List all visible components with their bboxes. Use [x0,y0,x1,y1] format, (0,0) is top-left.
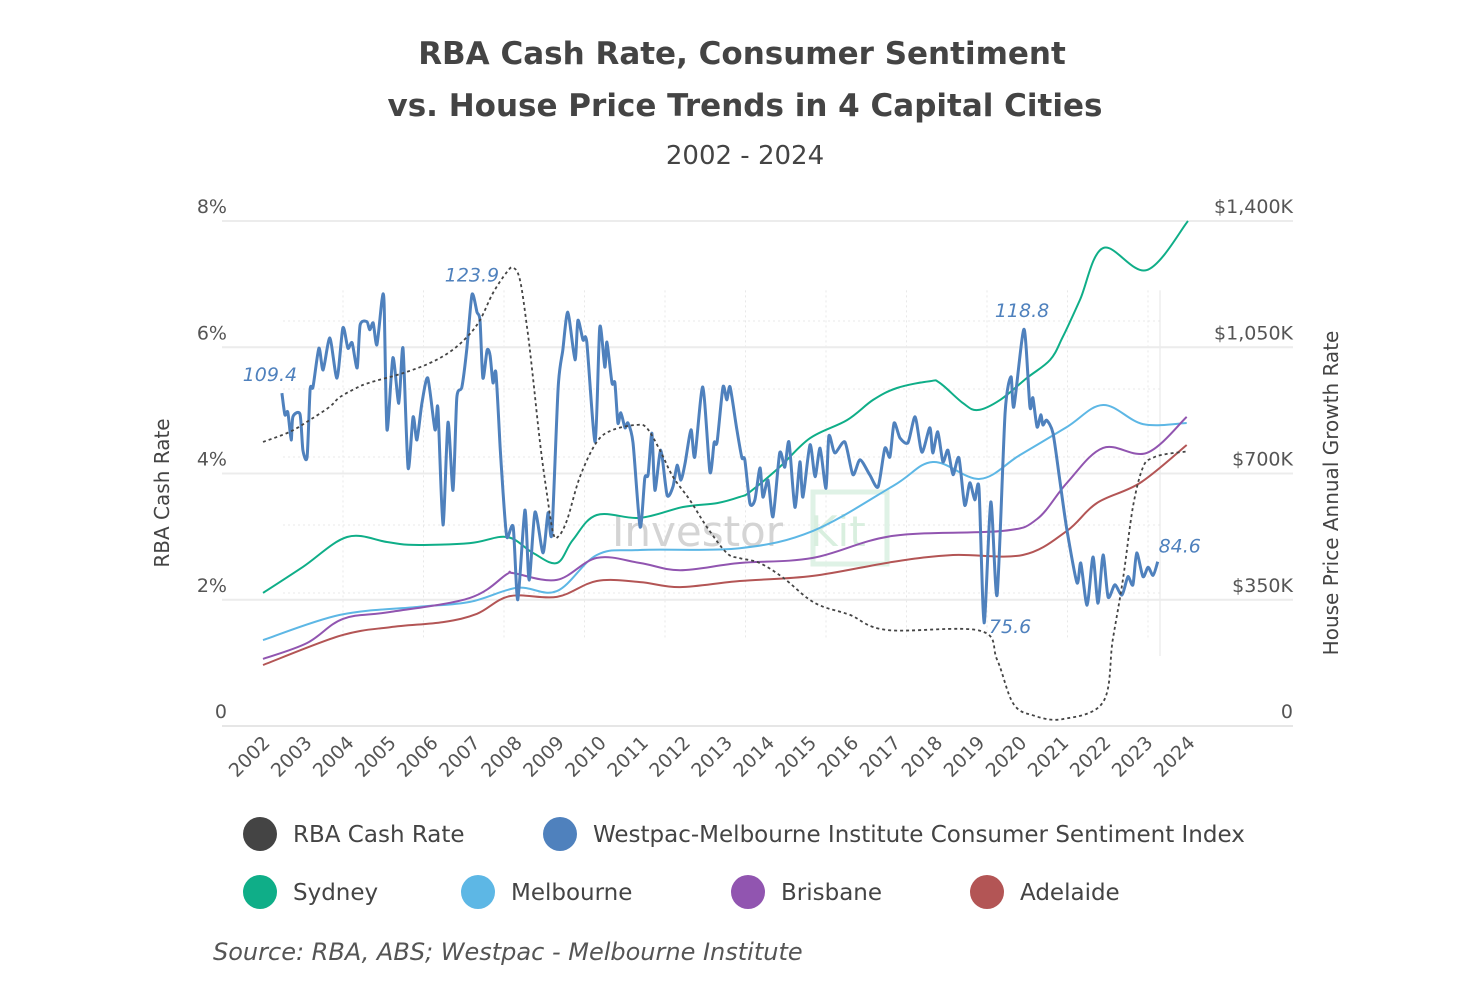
right-tick-label: $1,400K [1214,196,1293,218]
watermark-box [810,489,890,567]
legend-marker [461,875,495,909]
x-tick-label: 2012 [645,732,695,782]
right-axis-title: House Price Annual Growth Rate [1319,331,1343,656]
x-tick-label: 2018 [898,732,948,782]
chart-title-line-2: vs. House Price Trends in 4 Capital Citi… [388,88,1103,124]
legend-marker [243,817,277,851]
x-tick-label: 2006 [393,732,443,782]
annotation-label: 75.6 [989,616,1031,638]
legend-label: Melbourne [511,880,632,906]
legend-label: Adelaide [1020,880,1120,906]
right-axis-ticks: 0 $350K $700K $1,050K $1,400K [1214,196,1293,723]
x-tick-label: 2022 [1066,732,1116,782]
x-tick-label: 2007 [435,732,485,782]
series-line-rba-cash-rate [262,266,1189,721]
legend-marker [970,875,1004,909]
x-tick-label: 2024 [1150,732,1200,782]
x-tick-label: 2021 [1024,732,1074,782]
series-line-westpac-melbourne-institute-consumer-sentiment-index [280,292,1160,625]
left-tick-label: 6% [197,322,227,344]
left-axis-title: RBA Cash Rate [150,418,174,567]
x-tick-label: 2003 [267,732,317,782]
left-tick-label: 0 [215,701,227,723]
left-axis-ticks: 0 2% 4% 6% 8% [197,196,227,723]
left-tick-label: 2% [197,575,227,597]
legend-item-rba-cash-rate[interactable]: RBA Cash Rate [243,817,465,851]
x-tick-label: 2016 [813,732,863,782]
series-line-melbourne [262,403,1187,642]
legend-item-brisbane[interactable]: Brisbane [731,875,882,909]
legend-marker [543,817,577,851]
x-tick-label: 2023 [1108,732,1158,782]
annotation-label: 109.4 [243,364,297,386]
gridlines [222,220,1293,727]
legend-item-melbourne[interactable]: Melbourne [461,875,632,909]
legend[interactable]: RBA Cash Rate Westpac-Melbourne Institute… [243,817,1245,909]
legend-label: Westpac-Melbourne Institute Consumer Sen… [593,822,1245,848]
x-axis-ticks: 2002200320042005200620072008200920102011… [225,732,1200,782]
x-tick-label: 2002 [225,732,275,782]
legend-item-sydney[interactable]: Sydney [243,875,378,909]
x-tick-label: 2010 [561,732,611,782]
legend-marker [243,875,277,909]
legend-label: Brisbane [781,880,882,906]
chart-title-line-1: RBA Cash Rate, Consumer Sentiment [418,36,1066,72]
series-line-sydney [262,220,1189,594]
x-tick-label: 2013 [687,732,737,782]
source-note: Source: RBA, ABS; Westpac - Melbourne In… [213,938,803,966]
legend-marker [731,875,765,909]
left-tick-label: 4% [197,449,227,471]
annotations: 109.4 123.9 75.6 118.8 84.6 [243,264,1201,637]
series-lines [262,220,1189,721]
legend-item-westpac-melbourne-institute-consumer-sentiment-index[interactable]: Westpac-Melbourne Institute Consumer Sen… [543,817,1245,851]
annotation-label: 84.6 [1159,536,1201,558]
legend-label: RBA Cash Rate [293,822,465,848]
annotation-label: 118.8 [995,300,1049,322]
watermark-text-kit: Kit [810,507,866,556]
x-tick-label: 2017 [855,732,905,782]
right-tick-label: 0 [1281,701,1293,723]
chart-subtitle: 2002 - 2024 [666,141,824,171]
annotation-label: 123.9 [445,264,499,286]
x-tick-label: 2009 [519,732,569,782]
x-tick-label: 2008 [477,732,527,782]
right-tick-label: $1,050K [1214,322,1293,344]
series-line-brisbane [262,416,1188,660]
legend-item-adelaide[interactable]: Adelaide [970,875,1120,909]
x-tick-label: 2005 [351,732,401,782]
x-tick-label: 2004 [309,732,359,782]
right-tick-label: $700K [1232,449,1293,471]
legend-label: Sydney [293,880,378,906]
right-tick-label: $350K [1232,575,1293,597]
x-tick-label: 2015 [771,732,821,782]
x-tick-label: 2020 [982,732,1032,782]
x-tick-label: 2014 [729,732,779,782]
left-tick-label: 8% [197,196,227,218]
x-tick-label: 2019 [940,732,990,782]
x-tick-label: 2011 [603,732,653,782]
